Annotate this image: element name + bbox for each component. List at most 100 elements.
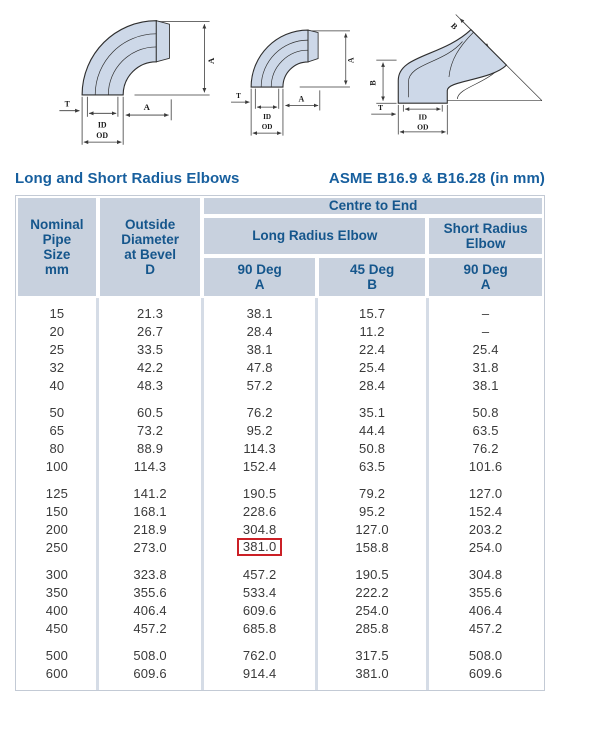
table-cell: 609.6 [427,664,544,682]
table-row: 400 406.4 609.6 254.0 406.4 [16,601,544,619]
table-row: 600 609.6 914.4 381.0 609.6 [16,664,544,682]
header-45deg-b: 45 Deg B [316,256,428,298]
table-row: 250 273.0 381.0 158.8 254.0 [16,538,544,556]
cell-value: 79.2 [359,485,386,501]
cell-value: 381.0 [355,665,389,681]
table-cell: 127.0 [427,484,544,502]
cell-value: 141.2 [133,485,167,501]
cell-value: – [481,323,490,339]
cell-value: 38.1 [246,305,273,321]
cell-value: 457.2 [468,620,503,636]
table-cell: 50 [16,403,98,421]
dim-label-a-vertical: A [206,57,216,64]
dim-label-t: T [236,92,241,100]
table-cell: 25 [16,340,98,358]
row-group: 300 323.8 457.2 190.5 304.8 350 355.6 533.4 222.… [16,565,544,637]
table-header: Nominal Pipe Size mm Outside Diameter at… [16,196,544,298]
cell-value: 200 [45,521,69,537]
page-title: Long and Short Radius Elbows [15,170,240,187]
table-cell: 125 [16,484,98,502]
cell-value: 63.5 [359,458,386,474]
diagram-90deg-short-radius-elbow: A A T ID OD [231,29,355,136]
title-bar: Long and Short Radius Elbows ASME B16.9 … [15,170,545,187]
table-cell: 63.5 [317,457,427,475]
standard-reference: ASME B16.9 & B16.28 (in mm) [328,170,545,187]
table-cell: 609.6 [202,601,317,619]
cell-value: 38.1 [246,341,273,357]
cell-value: 48.3 [137,377,164,393]
cell-value: 28.4 [246,323,273,339]
cell-value: 222.2 [355,584,389,600]
table-cell: 25.4 [427,340,544,358]
table-cell: 127.0 [317,520,427,538]
cell-value: 406.4 [468,602,503,618]
cell-value: 457.2 [242,566,277,582]
cell-value: 350 [45,584,69,600]
table-cell: 32 [16,358,98,376]
table-cell: 40 [16,376,98,394]
table-cell: 38.1 [202,340,317,358]
column-separator [315,298,319,690]
table-cell: 101.6 [427,457,544,475]
row-group: 15 21.3 38.1 15.7 – 20 26.7 28.4 11.2 – 25 33.5 38.1… [16,304,544,394]
cell-value: 273.0 [133,539,167,555]
table-cell: 26.7 [98,322,203,340]
cell-value: 63.5 [472,422,499,438]
cell-value: 533.4 [242,584,277,600]
dimension-lines [59,21,210,145]
dim-label-od: OD [262,123,273,131]
dim-label-od: OD [417,122,429,131]
cell-value: 60.5 [137,404,164,420]
table-cell: 44.4 [317,421,427,439]
table-cell: 95.2 [317,502,427,520]
cell-value: 25.4 [472,341,499,357]
diagram-45deg-elbow: B B T ID OD [368,14,543,135]
cell-value: 250 [45,539,69,555]
elbow-diagrams: A A T ID OD [0,0,600,166]
diagram-90deg-long-radius-elbow: A A T ID OD [59,20,216,145]
cell-value: 500 [45,647,69,663]
table-row: 200 218.9 304.8 127.0 203.2 [16,520,544,538]
table-cell: 285.8 [317,619,427,637]
cell-value: 50 [49,404,65,420]
table-cell: 150 [16,502,98,520]
table-cell: 355.6 [98,583,203,601]
dim-label-od: OD [96,131,108,140]
cell-value: 33.5 [137,341,164,357]
table-cell: 273.0 [98,538,203,556]
cell-value: 95.2 [246,422,273,438]
table-row: 25 33.5 38.1 22.4 25.4 [16,340,544,358]
cell-value: 15 [49,305,65,321]
table-cell: 48.3 [98,376,203,394]
cell-value: 28.4 [359,377,386,393]
table-cell: 38.1 [427,376,544,394]
elbow-body [250,29,319,88]
table-row: 20 26.7 28.4 11.2 – [16,322,544,340]
cell-value: 508.0 [468,647,503,663]
cell-value: 100 [45,458,69,474]
table-cell: 317.5 [317,646,427,664]
cell-value: 26.7 [137,323,164,339]
table-cell: 114.3 [202,439,317,457]
cell-value: 44.4 [359,422,386,438]
cell-value: 42.2 [137,359,164,375]
highlighted-cell-value: 381.0 [236,538,283,556]
table-cell: 20 [16,322,98,340]
table-cell: 152.4 [427,502,544,520]
cell-value: 80 [49,440,65,456]
header-long-radius-elbow: Long Radius Elbow [202,216,428,256]
table-cell: 400 [16,601,98,619]
header-90deg-a-long: 90 Deg A [202,256,317,298]
table-row: 300 323.8 457.2 190.5 304.8 [16,565,544,583]
table-cell: 50.8 [317,439,427,457]
cell-value: 65 [49,422,65,438]
cell-value: 47.8 [246,359,273,375]
cell-value: 762.0 [242,647,277,663]
cell-value: 38.1 [472,377,499,393]
table-cell: 254.0 [427,538,544,556]
table-cell: 381.0 [202,538,317,556]
table-row: 100 114.3 152.4 63.5 101.6 [16,457,544,475]
table-cell: 450 [16,619,98,637]
table-cell: 600 [16,664,98,682]
